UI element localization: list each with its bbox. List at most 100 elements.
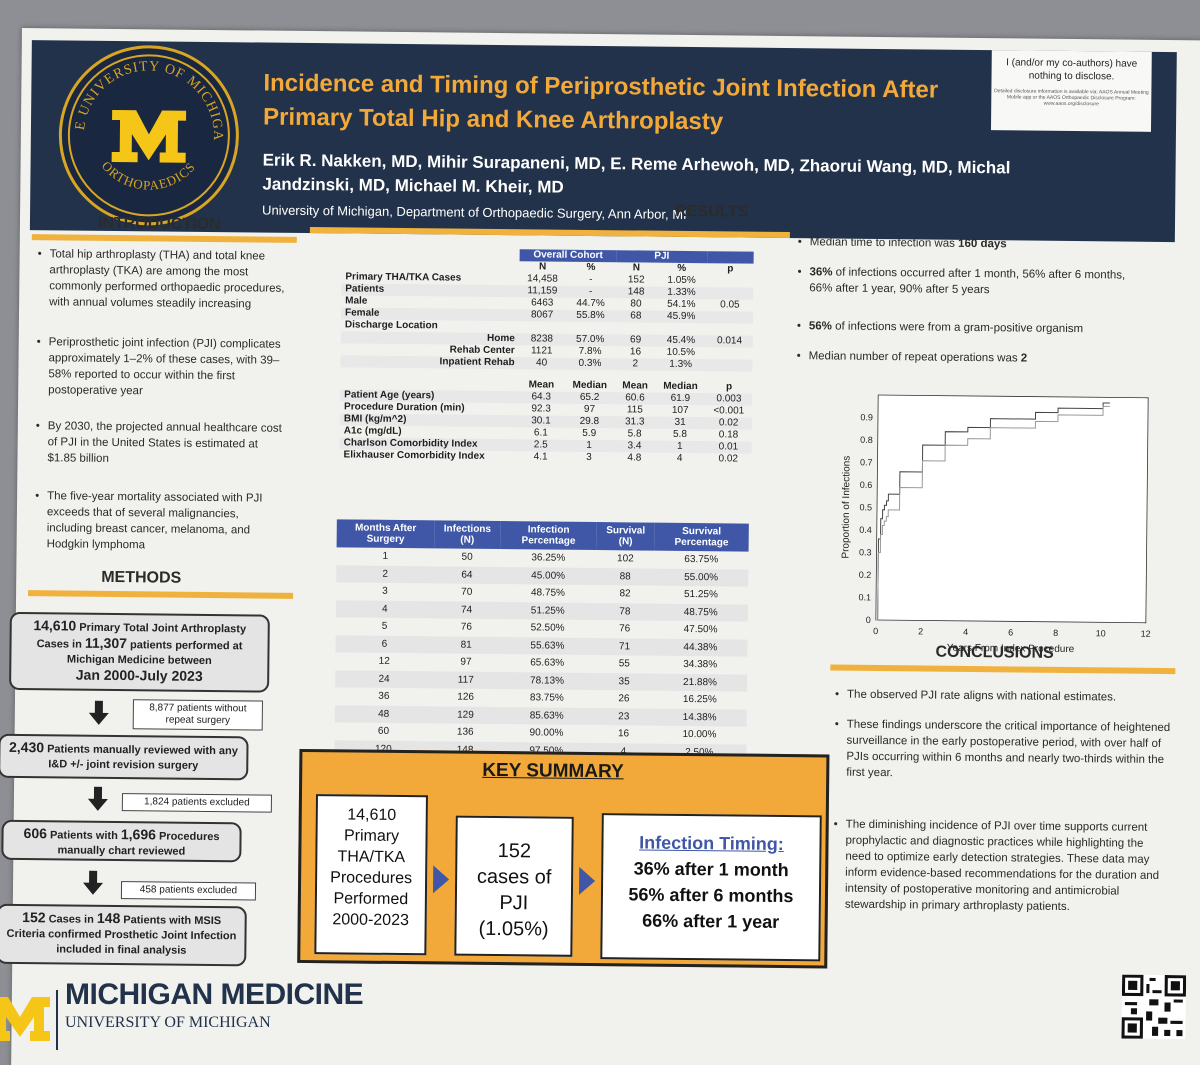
intro-bullet-1: Total hip arthroplasty (THA) and total k… [49, 246, 290, 313]
y-tick-label: 0.4 [859, 525, 872, 535]
table1-cell: 1 [563, 439, 615, 453]
conclusion-bullet-3: The diminishing incidence of PJI over ti… [845, 817, 1171, 916]
table2-col-header: Survival (N) [596, 522, 655, 551]
key-box-cases: 152 cases of PJI (1.05%) [454, 815, 574, 957]
y-tick-label: 0.6 [860, 480, 873, 490]
y-tick-label: 0.2 [859, 570, 872, 580]
y-tick-label: 0 [866, 615, 871, 625]
table2-cell: 55.00% [653, 568, 749, 587]
x-tick-label: 4 [963, 627, 968, 637]
table1-cell: 0.18 [718, 429, 739, 441]
x-tick-label: 2 [918, 626, 923, 636]
result-bullet-3: 56% of infections were from a gram-posit… [809, 318, 1139, 337]
table2-cell: 97 [460, 656, 472, 668]
key-box-timing: Infection Timing: 36% after 1 month 56% … [600, 813, 822, 962]
methods-box1-daterange: Jan 2000-July 2023 [75, 666, 203, 684]
table1-cell: 5.9 [582, 427, 597, 440]
methods-box3-text-a: Patients with [46, 829, 121, 843]
table2-cell: 50 [461, 551, 473, 563]
table2-cell: 35 [595, 672, 653, 691]
poster-title: Incidence and Timing of Periprosthetic J… [262, 69, 939, 136]
y-tick-label: 0.1 [859, 592, 872, 602]
table2-cell: 85.63% [498, 706, 596, 726]
y-tick-label: 0.3 [859, 547, 872, 557]
table2-cell: 48.75% [653, 603, 749, 622]
table2-cell: 55.63% [498, 636, 596, 656]
methods-box4-text-a: Cases in [45, 913, 97, 926]
table1-cell: 115 [626, 404, 643, 416]
key-box3-line: 66% after 1 year [642, 910, 780, 932]
table1-cell: 3 [586, 451, 592, 463]
table2-cell: 81 [433, 635, 500, 655]
methods-box-4: 152 Cases in 148 Patients with MSIS Crit… [0, 903, 247, 967]
key-box1-line: 2000-2023 [332, 911, 410, 930]
table1-cell [706, 347, 753, 359]
table2-cell: 36 [378, 691, 390, 703]
table2-cell: 3 [382, 586, 388, 598]
y-tick-label: 0.5 [859, 502, 872, 512]
table2-cell: 16 [617, 728, 630, 740]
intro-bullet-3: By 2030, the projected annual healthcare… [47, 418, 287, 469]
key-box1-line: THA/TKA [337, 848, 406, 867]
table1-cell: Elixhauser Comorbidity Index [343, 449, 485, 462]
table1-cell [706, 287, 754, 300]
table1-col-header: N [632, 262, 641, 274]
table2-cell: 23 [594, 707, 653, 726]
table1-cell: 4.1 [533, 451, 548, 463]
table1-cell: 1.05% [667, 274, 696, 287]
key-box1-line: Procedures [330, 869, 413, 888]
intro-bullet-2: Periprosthetic joint infection (PJI) com… [48, 334, 289, 401]
table1-cell: 7.8% [578, 345, 602, 358]
table2-cell: 74 [433, 600, 500, 620]
footer-university: UNIVERSITY OF MICHIGAN [65, 1014, 271, 1031]
table2-cell: 52.50% [530, 622, 565, 634]
table1-cell: 3.4 [614, 440, 655, 453]
key-box3-title: Infection Timing: [639, 832, 784, 855]
methods-box-2: 2,430 Patients manually reviewed with an… [0, 733, 249, 781]
table1-cell: 0.02 [705, 417, 752, 430]
table1-cell: 10.5% [666, 346, 696, 359]
table1-cell [616, 322, 656, 334]
table1-col-header: Median [663, 380, 698, 393]
table1-cell: 30.1 [517, 415, 565, 428]
table2-cell: 76 [619, 623, 631, 635]
key-box-procedures: 14,610 Primary THA/TKA Procedures Perfor… [314, 794, 428, 956]
table1-cell: 8238 [518, 333, 565, 346]
key-box1-line: Performed [333, 890, 409, 909]
table2-col-header: Survival Percentage [654, 522, 749, 552]
y-tick-label: 0.7 [860, 457, 873, 467]
table2-cell: 45.00% [499, 566, 597, 586]
result-bullet-1: Median time to infection was 160 days [810, 234, 1140, 253]
table1-cell [706, 323, 753, 335]
table1-cell: 45.4% [655, 334, 707, 348]
key-box3-line: 36% after 1 month [633, 858, 789, 881]
right-arrow-icon [578, 866, 596, 896]
table1-cell [519, 321, 565, 333]
table1-cell: 1121 [530, 345, 553, 357]
down-arrow-icon [91, 701, 107, 725]
table2-cell: 78 [596, 602, 654, 621]
key-box1-line: Primary [343, 827, 400, 845]
methods-box2-text: Patients manually reviewed with any I&D … [44, 743, 238, 772]
table2-cell: 102 [616, 553, 634, 565]
table1-cell: 4.8 [627, 452, 642, 464]
table1-cell: - [565, 285, 617, 299]
result-bullet-bold: 36% [809, 266, 833, 279]
table1-cell [707, 275, 754, 287]
table2-cell: 16.25% [682, 694, 717, 706]
table1-cell: 57.0% [564, 333, 616, 347]
result-bullet-text: of infections occurred after 1 month, 56… [809, 266, 1126, 297]
table2-col-header: Infections (N) [434, 520, 501, 550]
chart-plot-area [875, 394, 1149, 624]
table2-cell: 48 [334, 704, 433, 724]
footer-michigan-medicine: MICHIGAN MEDICINE [65, 978, 364, 1011]
exclusion-note-3: 458 patients excluded [120, 881, 257, 901]
table2-cell: 136 [456, 726, 474, 739]
block-m-logo-icon [0, 997, 50, 1041]
table2-cell: 14.38% [652, 708, 747, 727]
exclusion-note-2: 1,824 patients excluded [121, 793, 272, 813]
table1-col-header: Mean [622, 380, 648, 392]
x-axis-label: Years From Index Procedure [947, 643, 1075, 655]
um-orthopaedics-seal-icon: THE UNIVERSITY OF MICHIGAN ORTHOPAEDICS [57, 44, 240, 227]
intro-bullet-4: The five-year mortality associated with … [47, 488, 288, 555]
